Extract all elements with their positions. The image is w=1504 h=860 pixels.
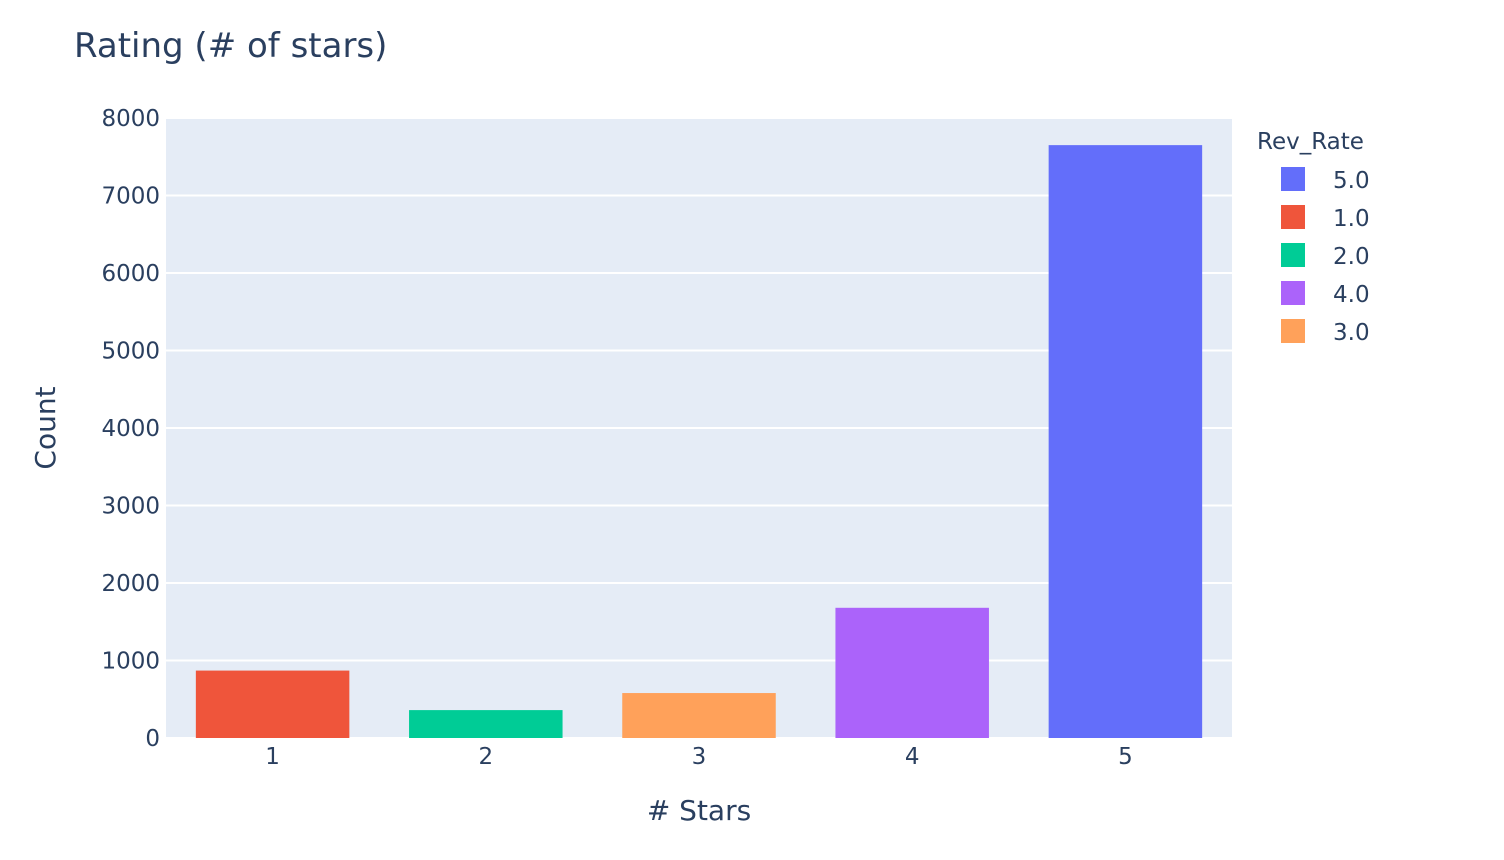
legend-swatch	[1281, 281, 1305, 305]
x-tick-label: 1	[265, 744, 280, 770]
y-tick-label: 1000	[101, 649, 160, 675]
y-tick-label: 3000	[101, 494, 160, 520]
y-tick-label: 4000	[101, 416, 160, 442]
y-tick-label: 5000	[101, 339, 160, 365]
legend-swatch	[1281, 167, 1305, 191]
bar-rating-4[interactable]	[835, 607, 989, 738]
legend-swatch	[1281, 205, 1305, 229]
legend-swatch	[1281, 319, 1305, 343]
legend[interactable]: Rev_Rate 5.0 1.0 2.0 4.0 3.0	[1257, 129, 1370, 346]
legend-label: 2.0	[1333, 244, 1370, 270]
bars	[195, 145, 1203, 738]
x-tick-label: 3	[692, 744, 707, 770]
y-tick-label: 0	[145, 726, 160, 752]
y-tick-label: 7000	[101, 184, 160, 210]
x-tick-label: 4	[905, 744, 920, 770]
bar-rating-1[interactable]	[195, 670, 350, 738]
legend-swatch	[1281, 243, 1305, 267]
chart-title: Rating (# of stars)	[74, 26, 387, 66]
bar-rating-2[interactable]	[409, 710, 563, 738]
y-tick-label: 2000	[101, 571, 160, 597]
legend-label: 3.0	[1333, 320, 1370, 346]
legend-item[interactable]: 5.0	[1281, 167, 1370, 194]
bar-rating-5[interactable]	[1048, 145, 1203, 738]
x-tick-label: 5	[1118, 744, 1133, 770]
x-axis-label: # Stars	[647, 794, 751, 827]
y-tick-label: 8000	[101, 106, 160, 132]
y-tick-label: 6000	[101, 261, 160, 287]
legend-label: 4.0	[1333, 282, 1370, 308]
bar-rating-3[interactable]	[622, 693, 776, 738]
y-axis-label: Count	[29, 386, 62, 469]
legend-title: Rev_Rate	[1257, 129, 1364, 155]
legend-item[interactable]: 2.0	[1281, 243, 1370, 270]
legend-item[interactable]: 3.0	[1281, 319, 1370, 346]
legend-item[interactable]: 4.0	[1281, 281, 1370, 308]
x-tick-label: 2	[478, 744, 493, 770]
legend-label: 5.0	[1333, 168, 1370, 194]
legend-item[interactable]: 1.0	[1281, 205, 1370, 232]
legend-label: 1.0	[1333, 206, 1370, 232]
x-axis-ticks: 1 2 3 4 5	[265, 744, 1132, 770]
y-axis-ticks: 0 1000 2000 3000 4000 5000 6000 7000 8000	[101, 106, 160, 752]
